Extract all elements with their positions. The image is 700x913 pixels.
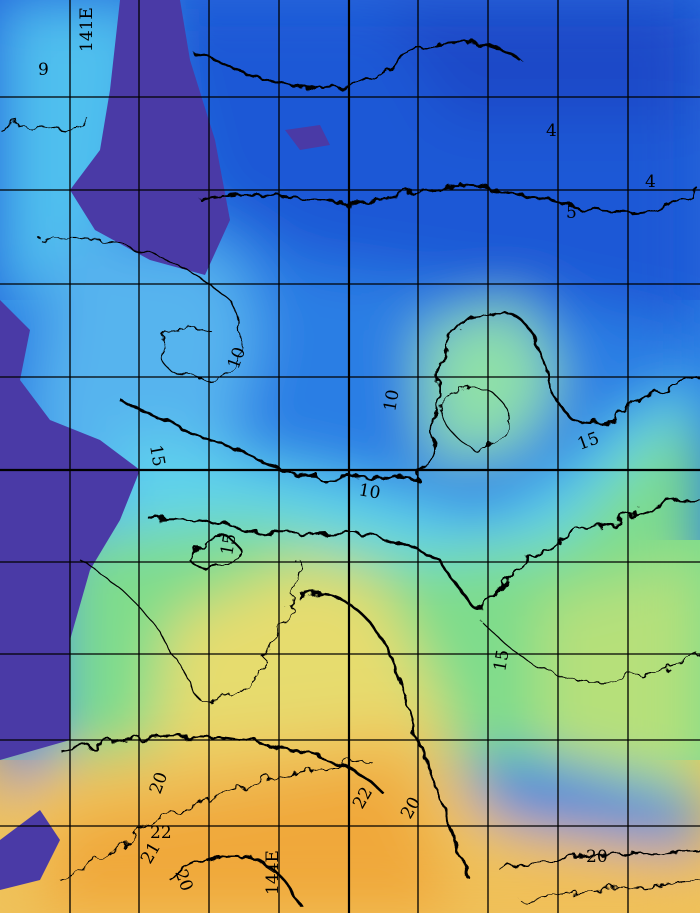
contour-label: 15 [490,648,513,673]
contour-label: 4 [546,121,557,141]
contour-label: 10 [380,388,403,413]
longitude-labels: 141E 144E [77,7,283,895]
contour-label: 15 [217,532,240,557]
contour-label: 10 [357,480,382,503]
lon-label-141e: 141E [77,7,97,52]
contour-label: 9 [38,60,49,80]
contour-label: 15 [145,443,168,468]
contour-label: 5 [566,203,577,223]
contour-label: 22 [150,823,172,843]
contour-label: 4 [645,172,656,192]
contour-label: 20 [586,847,608,867]
lon-label-144e: 144E [263,850,283,895]
